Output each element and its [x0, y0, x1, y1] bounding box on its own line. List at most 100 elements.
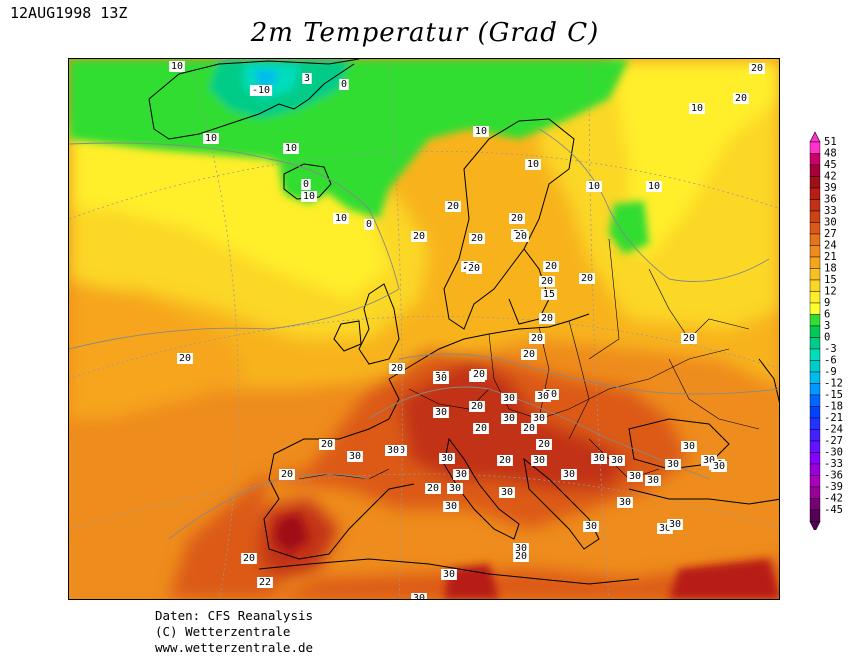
color-legend: 51484542393633302724211815129630-3-6-9-1…: [809, 131, 843, 530]
contour-label-bg: [609, 455, 625, 466]
contour-label: 20: [391, 363, 403, 374]
legend-label: -3: [824, 343, 837, 355]
legend-label: 9: [824, 297, 830, 309]
contour-label: 10: [588, 181, 600, 192]
legend-swatch: [809, 337, 821, 350]
legend-label: -24: [824, 424, 843, 436]
contour-label-bg: [473, 126, 489, 137]
contour-label: 30: [445, 501, 457, 512]
contour-label: 30: [585, 521, 597, 532]
contour-label: 30: [533, 455, 545, 466]
field-russia-cold: [609, 201, 649, 254]
legend-swatch: [809, 314, 821, 327]
contour-label: 20: [538, 439, 550, 450]
contour-label: 30: [455, 469, 467, 480]
legend-swatch: [809, 463, 821, 476]
field-9-12-east: [609, 59, 779, 259]
credit-website[interactable]: www.wetterzentrale.de: [155, 640, 314, 655]
legend-swatch: [809, 394, 821, 407]
contour-label-bg: [441, 569, 457, 580]
contour-label: 20: [751, 63, 763, 74]
contour-label: 30: [533, 413, 545, 424]
contour-label: 30: [713, 461, 725, 472]
contour-label-bg: [453, 469, 469, 480]
contour-label: 0: [341, 79, 347, 90]
contour-label-bg: [347, 451, 363, 462]
contour-label: 10: [205, 133, 217, 144]
contour-label: 20: [541, 313, 553, 324]
contour-label: 30: [647, 475, 659, 486]
contour-label-bg: [501, 413, 517, 424]
contour-label-bg: [473, 423, 489, 434]
contour-label: 3: [304, 73, 310, 84]
contour-label-bg: [646, 181, 662, 192]
contour-label: 30: [387, 445, 399, 456]
legend-swatch: [809, 245, 821, 258]
contour-label: 20: [321, 439, 333, 450]
contour-label-bg: [339, 79, 349, 90]
legend-label: 39: [824, 182, 837, 194]
contour-label-bg: [257, 577, 273, 588]
contour-label-bg: [583, 521, 599, 532]
contour-label-bg: [513, 231, 529, 242]
contour-label: 30: [435, 373, 447, 384]
contour-label: 20: [243, 553, 255, 564]
contour-label: 30: [435, 407, 447, 418]
legend-label: 30: [824, 217, 837, 229]
contour-label: 20: [683, 333, 695, 344]
legend-swatch: [809, 406, 821, 419]
contour-label-bg: [513, 551, 529, 562]
contour-label: 30: [593, 453, 605, 464]
contour-label: 30: [619, 497, 631, 508]
contour-label-bg: [539, 276, 555, 287]
contour-label: 10: [171, 61, 183, 72]
contour-label: 30: [669, 519, 681, 530]
temperature-map: 10-1030010101001010201020201020202010102…: [68, 58, 780, 600]
legend-label: -9: [824, 366, 837, 378]
contour-label-bg: [627, 471, 643, 482]
contour-label-bg: [433, 373, 449, 384]
contour-label-bg: [301, 191, 317, 202]
contour-label-bg: [579, 273, 595, 284]
legend-swatch: [809, 452, 821, 465]
legend-label: 48: [824, 148, 837, 160]
legend-label: 27: [824, 228, 837, 240]
legend-label: 33: [824, 205, 837, 217]
contour-label: 20: [581, 273, 593, 284]
contour-label: 30: [629, 471, 641, 482]
contour-label-bg: [543, 261, 559, 272]
legend-swatch: [809, 486, 821, 499]
legend-swatch: [809, 233, 821, 246]
contour-label: 20: [735, 93, 747, 104]
contour-label: 20: [447, 201, 459, 212]
contour-label-bg: [667, 519, 683, 530]
contour-label: -10: [252, 85, 270, 96]
contour-label-bg: [283, 143, 299, 154]
legend-swatch: [809, 210, 821, 223]
contour-label-bg: [169, 61, 185, 72]
legend-label: -15: [824, 389, 843, 401]
contour-label-bg: [497, 455, 513, 466]
contour-label: 20: [468, 263, 480, 274]
contour-label-bg: [241, 553, 257, 564]
contour-label: 10: [335, 213, 347, 224]
contour-label-bg: [385, 445, 401, 456]
legend-swatch: [809, 509, 821, 522]
legend-label: -21: [824, 412, 843, 424]
contour-label-bg: [411, 231, 427, 242]
contour-label-bg: [711, 461, 727, 472]
contour-label: 10: [303, 191, 315, 202]
legend-label: 51: [824, 136, 837, 148]
legend-swatch: [809, 256, 821, 269]
contour-label-bg: [439, 453, 455, 464]
contour-label-bg: [529, 333, 545, 344]
contour-label: 30: [563, 469, 575, 480]
contour-label-bg: [411, 593, 427, 599]
contour-label: 20: [499, 455, 511, 466]
contour-label: 20: [179, 353, 191, 364]
contour-label: 30: [683, 441, 695, 452]
legend-label: -33: [824, 458, 843, 470]
contour-label: 30: [611, 455, 623, 466]
contour-label-bg: [249, 85, 273, 96]
contour-label-bg: [561, 469, 577, 480]
